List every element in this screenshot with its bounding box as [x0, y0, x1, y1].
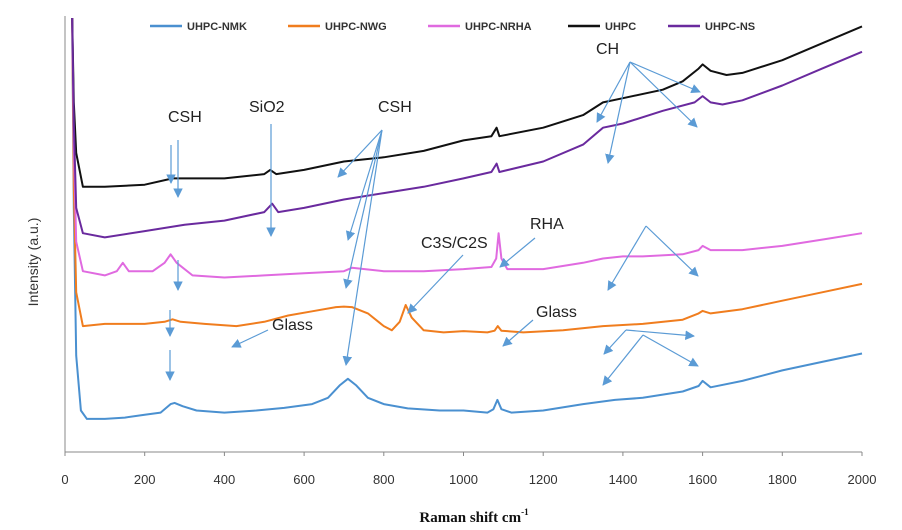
annotation-arrow [231, 329, 269, 348]
annotation-label: SiO2 [249, 99, 285, 116]
x-tick-labels: 0 200 400 600 800 1000 1200 1400 1600 1800 2000 [61, 452, 876, 487]
x-tick-label: 800 [373, 472, 395, 487]
series-line-uhpc-nmk [71, 17, 863, 420]
annotation-arrow [629, 61, 698, 128]
legend: UHPC-NMK UHPC-NWG UHPC-NRHA UHPC UHPC-NS [150, 21, 755, 33]
annotation-arrow [499, 237, 536, 268]
series-line-uhpc-nwg [71, 17, 863, 334]
x-tick-label: 600 [293, 472, 315, 487]
annotation-arrow [642, 334, 699, 367]
x-tick-label: 1400 [608, 472, 637, 487]
x-tick-label: 1200 [529, 472, 558, 487]
annotation-label: Glass [272, 317, 313, 334]
annotation-arrow [645, 225, 699, 277]
annotation-arrow [605, 61, 631, 164]
annotation-labels: CSH SiO2 CSH CH C3S/C2S RHA Glass Glass [168, 41, 619, 334]
series-layer [71, 17, 863, 420]
annotation-arrow [345, 129, 383, 241]
series-line-uhpc-nrha [71, 17, 863, 279]
annotation-arrows [165, 61, 701, 386]
annotation-arrow [607, 225, 647, 291]
annotation-label: CSH [168, 109, 202, 126]
series-line-uhpc-ns [71, 17, 863, 239]
x-axis-label-sup: -1 [521, 507, 529, 517]
annotation-arrow [629, 61, 701, 94]
annotation-arrow [337, 129, 383, 178]
annotation-label: CH [596, 41, 619, 58]
x-tick-label: 200 [134, 472, 156, 487]
series-line-uhpc [71, 17, 863, 188]
legend-label: UHPC-NWG [325, 21, 387, 33]
annotation-arrow [343, 129, 383, 289]
annotation-arrow [342, 129, 383, 366]
legend-label: UHPC [605, 21, 636, 33]
annotation-arrow [502, 319, 534, 347]
annotation-arrow [603, 329, 627, 355]
annotation-label: CSH [378, 99, 412, 116]
annotation-label: C3S/C2S [421, 235, 488, 252]
annotation-label: Glass [536, 304, 577, 321]
annotation-arrow [602, 334, 644, 386]
legend-label: UHPC-NRHA [465, 21, 532, 33]
y-axis-label: Intensity (a.u.) [25, 218, 41, 307]
x-tick-label: 0 [61, 472, 68, 487]
annotation-arrow [625, 329, 695, 341]
legend-label: UHPC-NS [705, 21, 755, 33]
x-axis-label: Raman shift cm-1 [419, 507, 529, 526]
x-axis-label-text: Raman shift cm [419, 510, 521, 526]
x-tick-label: 1600 [688, 472, 717, 487]
annotation-arrow [596, 61, 631, 123]
x-tick-label: 2000 [848, 472, 877, 487]
legend-label: UHPC-NMK [187, 21, 247, 33]
annotation-arrow [407, 254, 464, 314]
x-tick-label: 1800 [768, 472, 797, 487]
x-tick-label: 400 [214, 472, 236, 487]
x-tick-label: 1000 [449, 472, 478, 487]
annotation-label: RHA [530, 216, 564, 233]
